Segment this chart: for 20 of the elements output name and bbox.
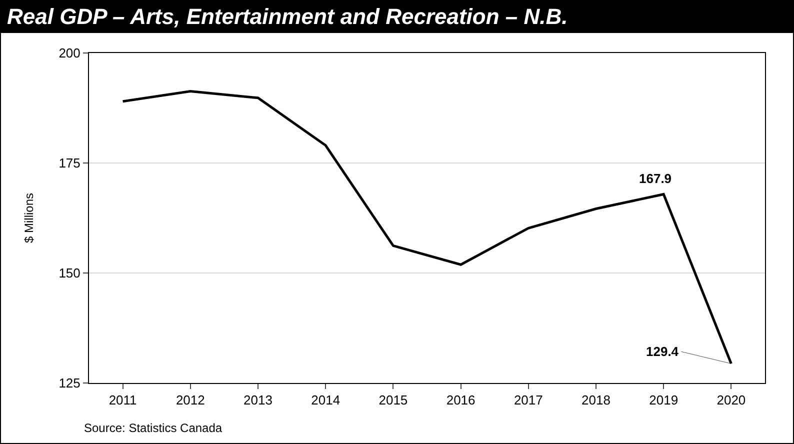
x-tick-label: 2018 <box>582 392 610 408</box>
x-tick-label: 2019 <box>649 392 678 408</box>
x-tick-label: 2020 <box>716 392 746 408</box>
x-tick-label: 2016 <box>446 392 476 408</box>
line-series <box>122 90 732 365</box>
x-tick-label: 2015 <box>378 392 408 408</box>
y-axis-title: $ Millions <box>22 192 36 244</box>
annotation: 129.4 <box>646 344 680 359</box>
x-tick-label: 2011 <box>108 392 137 408</box>
source-note: Source: Statistics Canada <box>84 421 222 435</box>
y-tick-label: 150 <box>58 266 80 281</box>
chart-title: Real GDP – Arts, Entertainment and Recreation – N.B. <box>1 1 793 33</box>
x-tick-label: 2014 <box>311 392 340 408</box>
y-tick-label: 125 <box>58 376 80 391</box>
y-tick-label: 200 <box>58 46 80 61</box>
annotation: 167.9 <box>639 171 672 186</box>
x-tick-label: 2017 <box>514 392 543 408</box>
x-tick-label: 2013 <box>244 392 272 408</box>
x-tick-label: 2012 <box>176 392 205 408</box>
y-tick-label: 175 <box>58 156 80 171</box>
